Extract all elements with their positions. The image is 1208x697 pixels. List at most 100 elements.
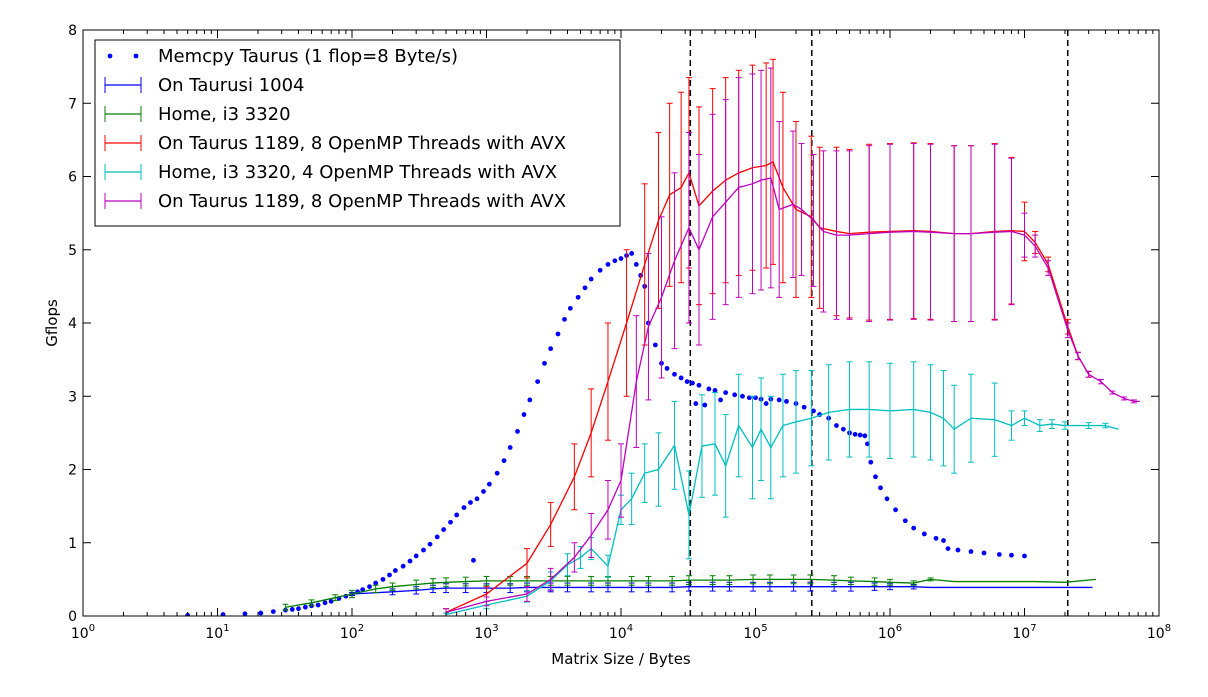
x-tick-label: 108 (1147, 623, 1171, 642)
y-tick-label: 6 (68, 170, 77, 186)
x-tick-labels: 100 101 102 103 104 105 106 107 108 (71, 623, 1171, 642)
data-point (873, 474, 878, 480)
data-point (605, 262, 611, 267)
y-tick-label: 4 (68, 316, 77, 332)
data-point (690, 380, 695, 386)
data-point (421, 547, 426, 553)
series-line (285, 578, 1097, 608)
data-point (693, 401, 699, 406)
data-point (448, 519, 453, 525)
series-line (445, 408, 1119, 616)
legend-item: On Taurus 1189, 8 OpenMP Threads with AV… (104, 191, 566, 212)
data-point (441, 527, 447, 532)
y-tick-label: 0 (68, 609, 77, 625)
data-point (868, 459, 874, 465)
data-point (941, 538, 946, 543)
series-4 (443, 361, 1119, 616)
data-point (618, 256, 624, 261)
data-point (535, 379, 541, 384)
data-point (664, 366, 670, 371)
data-point (582, 285, 588, 291)
data-point (629, 251, 635, 256)
data-point (801, 404, 807, 410)
series-2 (282, 574, 1097, 611)
legend-item: On Taurusi 1004 (104, 75, 304, 96)
data-point (562, 316, 567, 322)
x-axis-label: Matrix Size / Bytes (551, 650, 691, 668)
x-tick-label: 100 (71, 623, 95, 642)
data-point (684, 379, 690, 384)
data-point (481, 489, 486, 494)
y-tick-label: 5 (68, 243, 77, 259)
data-point (474, 496, 480, 502)
data-point (718, 397, 723, 403)
data-point (706, 386, 712, 392)
data-point (400, 563, 406, 569)
data-point (220, 612, 226, 616)
legend-label: On Taurus 1189, 8 OpenMP Threads with AV… (158, 191, 566, 212)
data-point (454, 512, 460, 518)
axis-ticks (82, 29, 1160, 617)
data-point (672, 371, 677, 377)
data-point (501, 458, 507, 464)
data-point (933, 535, 939, 541)
data-point (776, 397, 782, 403)
data-point (515, 429, 520, 434)
data-point (678, 375, 684, 381)
series-line (445, 177, 1140, 613)
y-axis-label: Gflops (43, 299, 61, 347)
data-point (633, 262, 639, 267)
legend-marker (107, 53, 113, 59)
data-point (373, 580, 379, 586)
data-point (427, 541, 433, 547)
y-tick-label: 7 (68, 96, 77, 112)
data-point (862, 433, 868, 439)
series-line (445, 160, 1090, 613)
data-point (840, 426, 846, 432)
data-point (996, 552, 1002, 557)
data-point (322, 600, 328, 606)
series-line (351, 586, 1093, 595)
data-point (712, 387, 718, 393)
data-point (468, 500, 473, 505)
data-point (852, 431, 858, 437)
data-point (258, 610, 264, 616)
data-point (242, 611, 248, 616)
data-point (548, 346, 554, 352)
data-point (413, 553, 419, 559)
y-tick-label: 2 (68, 463, 77, 479)
data-point (1009, 552, 1014, 558)
legend-item: On Taurus 1189, 8 OpenMP Threads with AV… (104, 133, 566, 154)
data-point (407, 558, 413, 564)
data-point (902, 518, 908, 524)
data-point (811, 408, 816, 414)
data-point (763, 401, 769, 406)
data-point (461, 505, 467, 510)
data-point (521, 412, 527, 417)
data-point (392, 568, 398, 573)
data-point (1022, 553, 1027, 559)
data-point (612, 258, 618, 264)
data-point (857, 432, 863, 438)
data-point (507, 445, 513, 450)
data-point (555, 331, 561, 337)
data-point (296, 606, 301, 612)
data-point (981, 550, 987, 556)
data-point (542, 360, 547, 366)
data-point (380, 576, 386, 582)
y-tick-label: 1 (68, 536, 77, 552)
data-point (486, 481, 492, 487)
data-point (834, 423, 839, 428)
legend-item: Memcpy Taurus (1 flop=8 Byte/s) (107, 46, 458, 67)
y-tick-label: 3 (68, 389, 77, 405)
data-point (328, 598, 334, 604)
data-point (387, 572, 392, 578)
x-tick-label: 102 (340, 623, 364, 642)
data-point (471, 557, 476, 563)
legend-label: On Taurus 1189, 8 OpenMP Threads with AV… (158, 133, 566, 154)
data-point (315, 602, 321, 608)
y-tick-label: 8 (68, 23, 77, 39)
data-point (732, 392, 738, 398)
data-point (955, 547, 961, 553)
